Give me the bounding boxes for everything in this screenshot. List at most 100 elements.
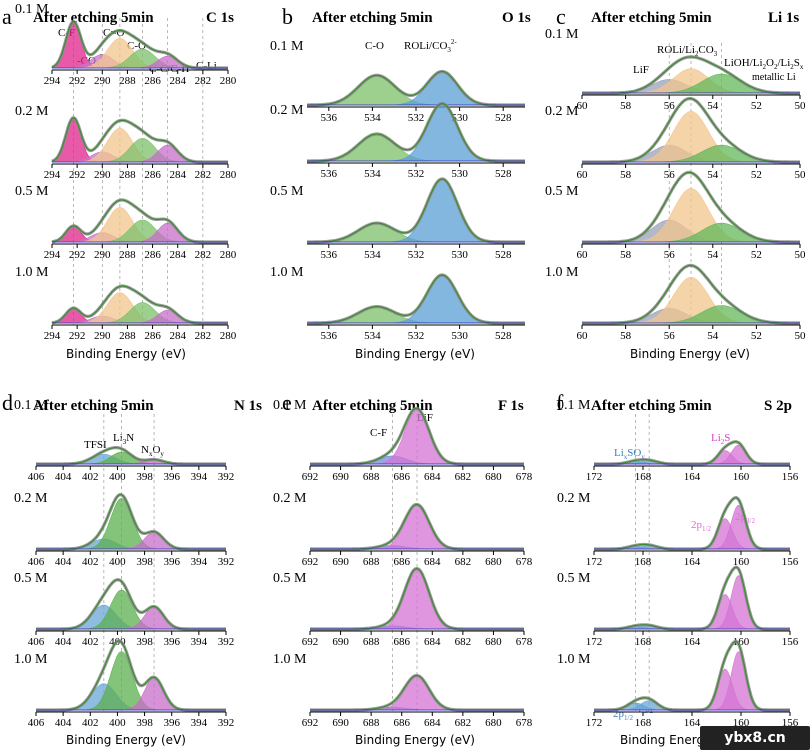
tick-label-a-1-1: 292 bbox=[69, 169, 86, 181]
component-f-S_Li2S-3 bbox=[594, 651, 790, 711]
tick-label-b-2-2: 532 bbox=[408, 249, 425, 261]
tick-label-c-1-0: 60 bbox=[577, 169, 589, 181]
tick-label-d-2-4: 398 bbox=[136, 636, 153, 648]
spectrum-f-01M: 172 168 164 160 156 0.1 M bbox=[557, 398, 799, 483]
panel-b-element: O 1s bbox=[502, 10, 531, 26]
tick-label-d-0-0: 406 bbox=[28, 471, 45, 483]
panel-b-xlabel: Binding Energy (eV) bbox=[355, 347, 475, 361]
tick-label-e-2-3: 686 bbox=[393, 636, 410, 648]
envelope-f-3 bbox=[594, 640, 790, 711]
spectrum-e-05M: 692 690 688 686 684 682 680 678 0.5 M bbox=[273, 566, 533, 648]
annot-d-li3n: Li3N bbox=[113, 432, 134, 446]
annot-c-roli-sub1: 2 bbox=[695, 50, 699, 58]
panel-a-xlabel: Binding Energy (eV) bbox=[66, 347, 186, 361]
tick-label-b-1-2: 532 bbox=[408, 168, 425, 180]
panel-letter-d: d bbox=[2, 390, 13, 415]
tick-label-f-0-2: 164 bbox=[684, 471, 701, 483]
tick-label-d-2-7: 392 bbox=[218, 636, 235, 648]
spectrum-f-02M: 172 168 164 160 156 0.2 M bbox=[557, 491, 799, 568]
annot-e-cf: C-F bbox=[370, 427, 387, 439]
tick-label-f-1-0: 172 bbox=[586, 556, 603, 568]
annot-d-nxoy-o: O bbox=[152, 444, 160, 456]
annot-c-lioh: LiOH/Li2O2/Li2Sx bbox=[724, 57, 804, 71]
tick-label-a-0-0: 294 bbox=[44, 75, 61, 87]
conc-label-a-2: 0.5 M bbox=[15, 184, 49, 199]
tick-label-f-1-3: 160 bbox=[733, 556, 750, 568]
tick-label-a-0-5: 284 bbox=[169, 75, 186, 87]
tick-label-e-1-4: 684 bbox=[424, 556, 441, 568]
tick-label-a-1-3: 288 bbox=[119, 169, 136, 181]
conc-label-f-0: 0.1 M bbox=[557, 398, 591, 413]
tick-label-a-3-4: 286 bbox=[144, 330, 161, 342]
tick-label-b-3-4: 528 bbox=[495, 330, 512, 342]
tick-label-d-3-1: 404 bbox=[55, 717, 72, 729]
annot-b-roli-sup: 2- bbox=[451, 38, 458, 46]
tick-label-e-1-7: 678 bbox=[516, 556, 533, 568]
tick-label-d-3-2: 402 bbox=[82, 717, 99, 729]
tick-label-c-2-4: 52 bbox=[751, 249, 762, 261]
tick-label-d-1-5: 396 bbox=[163, 556, 180, 568]
conc-label-d-3: 1.0 M bbox=[14, 652, 48, 667]
panel-c: 60 58 56 54 52 500.1 M60 58 56 54 52 500.2 M60 58 56… bbox=[545, 27, 806, 342]
annot-b-roli-base: ROLi/CO bbox=[404, 40, 447, 52]
panel-letter-c: c bbox=[556, 4, 566, 29]
panel-d-xlabel: Binding Energy (eV) bbox=[66, 733, 186, 747]
tick-label-e-3-5: 682 bbox=[455, 717, 472, 729]
tick-label-b-1-4: 528 bbox=[495, 168, 512, 180]
annot-f-lixsoy-suby: y bbox=[641, 453, 645, 461]
tick-label-b-2-4: 528 bbox=[495, 249, 512, 261]
tick-label-c-2-1: 58 bbox=[620, 249, 632, 261]
panel-c-element: Li 1s bbox=[768, 10, 799, 26]
conc-label-d-0: 0.1 M bbox=[14, 398, 48, 413]
panel-a-element: C 1s bbox=[206, 10, 234, 26]
spectrum-c-02M: 60 58 56 54 52 50 0.2 M bbox=[545, 97, 807, 181]
tick-label-d-0-6: 394 bbox=[191, 471, 208, 483]
tick-label-b-0-0: 536 bbox=[321, 112, 338, 124]
tick-label-b-0-2: 532 bbox=[408, 112, 425, 124]
tick-label-b-1-1: 534 bbox=[364, 168, 381, 180]
tick-label-a-2-4: 286 bbox=[144, 249, 161, 261]
component-e-F_LiF-2 bbox=[310, 568, 524, 630]
tick-label-e-1-6: 680 bbox=[485, 556, 502, 568]
panel-e-xlabel: Binding Energy (eV) bbox=[355, 733, 475, 747]
tick-label-a-1-6: 282 bbox=[195, 169, 212, 181]
annot-d-li3n-sub: 3 bbox=[123, 438, 127, 446]
tick-label-a-0-1: 292 bbox=[69, 75, 86, 87]
tick-label-c-3-1: 58 bbox=[620, 330, 632, 342]
annot-f-li2s-sub: 2 bbox=[721, 438, 725, 446]
conc-label-f-3: 1.0 M bbox=[557, 652, 591, 667]
tick-label-b-3-3: 530 bbox=[451, 330, 468, 342]
spectra-layer: 294 292 290 288 286 284 282 280 0.1 M 294 292 290 28… bbox=[14, 2, 806, 729]
panel-c-title: After etching 5min bbox=[591, 10, 712, 26]
tick-label-f-3-1: 168 bbox=[635, 717, 652, 729]
annot-d-tfsi: TFSI bbox=[84, 439, 107, 451]
tick-label-a-2-1: 292 bbox=[69, 249, 86, 261]
spectrum-e-01M: 692 690 688 686 684 682 680 678 0.1 M bbox=[273, 398, 533, 483]
tick-label-f-0-1: 168 bbox=[635, 471, 652, 483]
tick-label-c-2-3: 54 bbox=[707, 249, 719, 261]
conc-label-f-2: 0.5 M bbox=[557, 571, 591, 586]
tick-label-f-1-1: 168 bbox=[635, 556, 652, 568]
tick-label-f-2-1: 168 bbox=[635, 636, 652, 648]
panel-e-element: F 1s bbox=[498, 398, 524, 414]
component-c-ROLi_Li2CO3-2 bbox=[582, 188, 800, 243]
tick-label-d-3-6: 394 bbox=[191, 717, 208, 729]
conc-label-c-0: 0.1 M bbox=[545, 27, 579, 42]
component-f-S_Li2S-2 bbox=[594, 575, 790, 630]
panel-f-element: S 2p bbox=[764, 398, 792, 414]
tick-label-d-1-3: 400 bbox=[109, 556, 126, 568]
tick-label-a-3-1: 292 bbox=[69, 330, 86, 342]
annot-f-li2s: Li2S bbox=[711, 432, 730, 446]
tick-label-c-1-5: 50 bbox=[795, 169, 807, 181]
tick-label-c-3-4: 52 bbox=[751, 330, 762, 342]
tick-label-a-0-2: 290 bbox=[94, 75, 111, 87]
tick-label-c-0-1: 58 bbox=[620, 100, 632, 112]
conc-label-e-0: 0.1 M bbox=[273, 398, 307, 413]
tick-label-e-0-2: 688 bbox=[363, 471, 380, 483]
panel-c-xlabel: Binding Energy (eV) bbox=[630, 347, 750, 361]
tick-label-a-2-3: 288 bbox=[119, 249, 136, 261]
tick-label-e-2-2: 688 bbox=[363, 636, 380, 648]
annot-c-lif: LiF bbox=[633, 64, 649, 76]
